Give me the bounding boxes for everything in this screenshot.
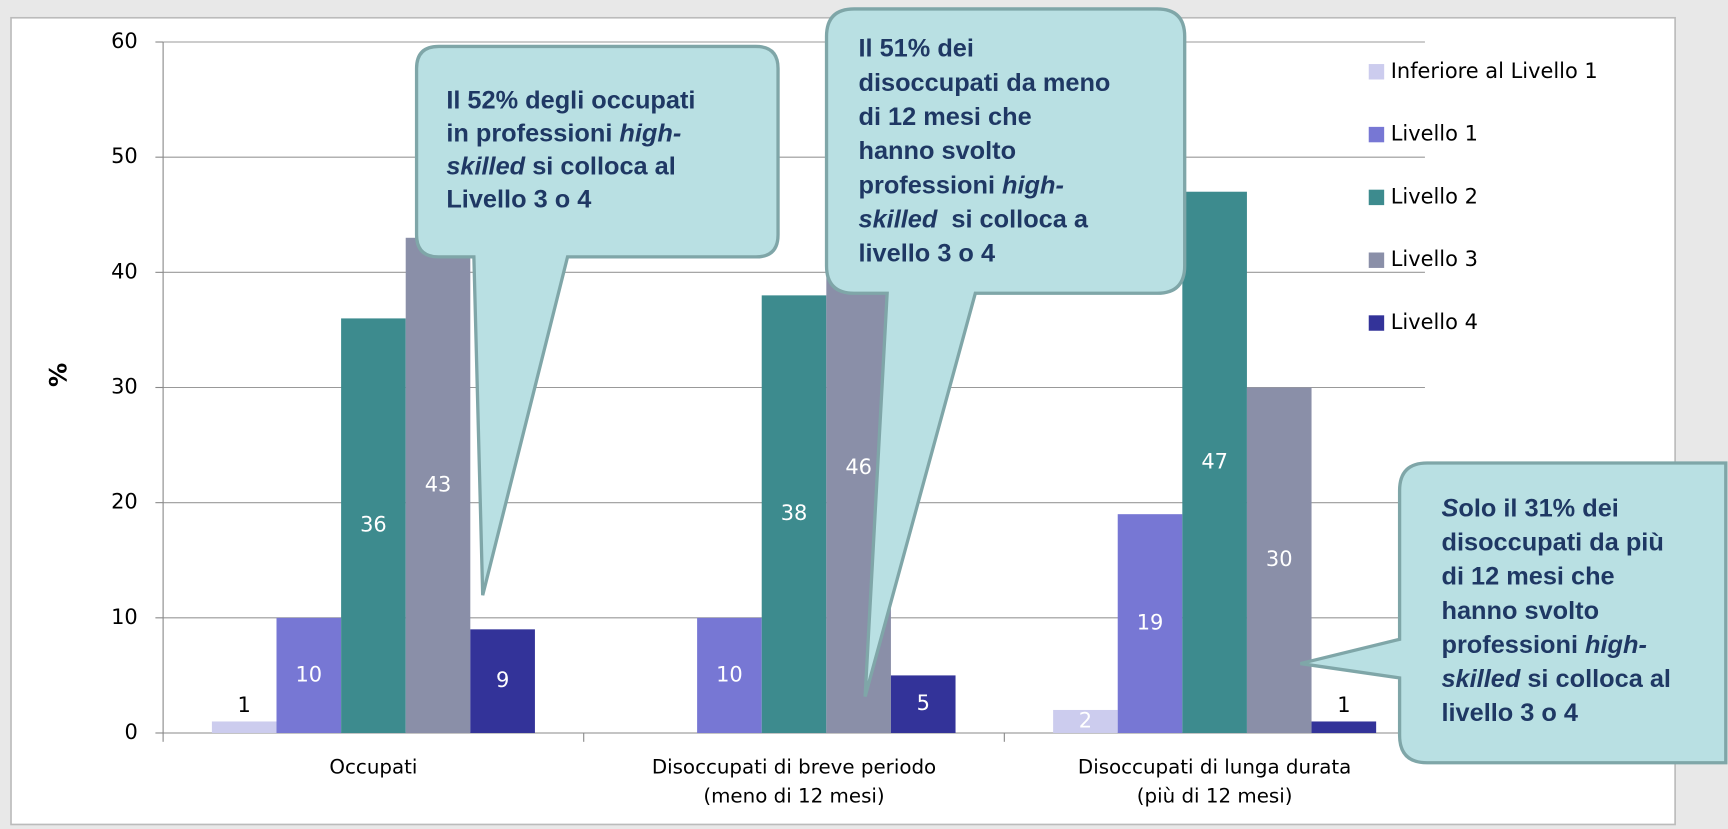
annotation-line: skilled si colloca al: [1441, 665, 1670, 693]
annotation-line: skilled si colloca a: [858, 205, 1088, 233]
legend-swatch: [1368, 126, 1385, 143]
annotation-run: in professioni: [446, 119, 619, 147]
annotation-run: si colloca al: [525, 152, 676, 180]
bar: [761, 295, 827, 733]
annotation-line: di 12 mesi che: [858, 103, 1031, 131]
callout: [414, 44, 780, 596]
bar: [211, 721, 277, 733]
legend-label: Livello 3: [1391, 247, 1478, 271]
annotation-run: si colloca a: [937, 205, 1089, 233]
data-label: 46: [845, 455, 872, 479]
annotation-run: skilled: [1441, 665, 1520, 693]
annotation-line: in professioni high-: [446, 119, 681, 147]
legend-swatch: [1368, 64, 1385, 80]
callout: [824, 7, 1187, 698]
data-label: 5: [917, 691, 930, 715]
legend-label: Livello 4: [1391, 310, 1478, 334]
annotation-run: professioni: [858, 171, 1002, 199]
x-tick-label: Disoccupati di breve periodo: [652, 756, 936, 779]
data-label: 19: [1137, 611, 1164, 635]
legend-label: Livello 2: [1391, 184, 1478, 208]
y-tick-label: 60: [111, 29, 138, 53]
y-tick-label: 30: [111, 375, 138, 399]
annotation-line: livello 3 o 4: [1441, 699, 1578, 727]
y-tick-label: 50: [111, 144, 138, 168]
annotation-run: skilled: [446, 152, 525, 180]
annotation-run: high-: [1002, 171, 1064, 199]
data-label: 10: [295, 662, 322, 686]
bar: [1246, 387, 1312, 733]
annotation-run: di 12 mesi che: [858, 103, 1031, 131]
data-label: 43: [425, 472, 452, 496]
y-tick-label: 0: [124, 720, 137, 744]
data-label: 1: [1337, 693, 1350, 717]
annotation-run: olo il 31% dei: [1458, 494, 1618, 522]
bar: [341, 318, 406, 733]
bar: [890, 675, 956, 733]
y-axis-title: %: [44, 363, 73, 387]
annotation-run: hanno svolto: [1441, 596, 1599, 624]
bar: [1117, 514, 1183, 733]
annotation-line: professioni high-: [858, 171, 1063, 199]
y-tick-label: 40: [111, 259, 138, 283]
data-label: 1: [238, 693, 251, 717]
annotation-line: di 12 mesi che: [1441, 562, 1614, 590]
annotation-run: S: [1441, 494, 1458, 522]
legend-swatch: [1368, 189, 1385, 206]
annotation-line: Il 52% degli occupati: [446, 86, 695, 114]
annotation-run: Il 51% dei: [858, 34, 973, 62]
annotation-line: disoccupati da più: [1441, 528, 1663, 556]
data-label: 2: [1079, 708, 1092, 732]
x-tick-label: (meno di 12 mesi): [703, 784, 884, 807]
legend-swatch: [1368, 315, 1385, 331]
annotation-run: di 12 mesi che: [1441, 562, 1614, 590]
x-tick-label: Occupati: [329, 756, 417, 779]
annotation-line: Il 51% dei: [858, 34, 973, 62]
bar: [405, 237, 471, 733]
annotation-run: hanno svolto: [858, 137, 1016, 165]
legend-label: Inferiore al Livello 1: [1391, 59, 1598, 83]
annotation-line: livello 3 o 4: [858, 239, 995, 267]
y-tick-label: 10: [111, 605, 138, 629]
x-tick-label: Disoccupati di lunga durata: [1078, 756, 1351, 779]
annotation-line: Livello 3 o 4: [446, 185, 591, 213]
annotation-run: high-: [619, 119, 681, 147]
data-label: 38: [781, 501, 808, 525]
annotation-line: professioni high-: [1441, 631, 1646, 659]
annotation-run: skilled: [858, 205, 937, 233]
annotation-run: high-: [1585, 631, 1647, 659]
data-label: 10: [716, 662, 743, 686]
data-label: 9: [496, 668, 509, 692]
y-tick-label: 20: [111, 490, 138, 514]
annotation-run: Il 52% degli occupati: [446, 86, 695, 114]
data-label: 36: [360, 513, 387, 537]
annotation-line: Solo il 31% dei: [1441, 494, 1618, 522]
bar: [470, 629, 535, 733]
annotation-run: disoccupati da più: [1441, 528, 1663, 556]
annotation-run: Livello 3 o 4: [446, 185, 591, 213]
annotation-line: disoccupati da meno: [858, 69, 1110, 97]
x-tick-label: (più di 12 mesi): [1137, 784, 1293, 807]
annotation-run: si colloca al: [1520, 665, 1671, 693]
bar: [697, 617, 762, 733]
annotation-line: hanno svolto: [858, 137, 1016, 165]
annotation-run: livello 3 o 4: [1441, 699, 1578, 727]
bar: [1053, 709, 1118, 733]
bar: [276, 617, 342, 733]
annotation-run: livello 3 o 4: [858, 239, 995, 267]
annotation-line: skilled si colloca al: [446, 152, 675, 180]
bar: [1311, 721, 1377, 733]
annotation-run: disoccupati da meno: [858, 69, 1110, 97]
legend-label: Livello 1: [1391, 122, 1478, 146]
data-label: 47: [1201, 449, 1228, 473]
bar: [1182, 191, 1247, 733]
annotation-run: professioni: [1441, 631, 1585, 659]
annotation-line: hanno svolto: [1441, 596, 1599, 624]
legend-swatch: [1368, 252, 1385, 268]
callout: [1300, 461, 1728, 765]
data-label: 30: [1266, 547, 1293, 571]
